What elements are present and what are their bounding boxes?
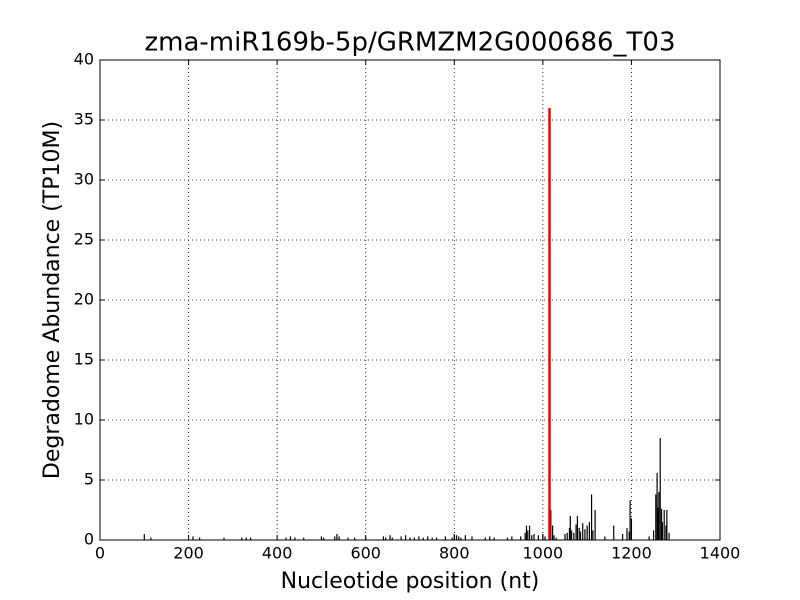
x-tick-label: 400 <box>262 544 293 563</box>
x-tick-label: 1400 <box>700 544 741 563</box>
x-tick-label: 0 <box>95 544 105 563</box>
x-tick-label: 1000 <box>522 544 563 563</box>
y-tick-label: 10 <box>74 410 94 429</box>
x-tick-label: 1200 <box>611 544 652 563</box>
plot-frame <box>99 59 721 541</box>
chart-title: zma-miR169b-5p/GRMZM2G000686_T03 <box>144 28 675 58</box>
y-tick-label: 20 <box>74 290 94 309</box>
y-tick-label: 5 <box>84 470 94 489</box>
y-tick-label: 0 <box>84 530 94 549</box>
y-tick-label: 40 <box>74 50 94 69</box>
y-tick-label: 30 <box>74 170 94 189</box>
x-tick-label: 800 <box>439 544 470 563</box>
y-tick-label: 15 <box>74 350 94 369</box>
y-axis-label: Degradome Abundance (TP10M) <box>40 121 65 479</box>
x-axis-label: Nucleotide position (nt) <box>281 569 540 594</box>
x-tick-label: 600 <box>350 544 381 563</box>
x-tick-label: 200 <box>173 544 204 563</box>
y-tick-label: 35 <box>74 110 94 129</box>
y-tick-label: 25 <box>74 230 94 249</box>
